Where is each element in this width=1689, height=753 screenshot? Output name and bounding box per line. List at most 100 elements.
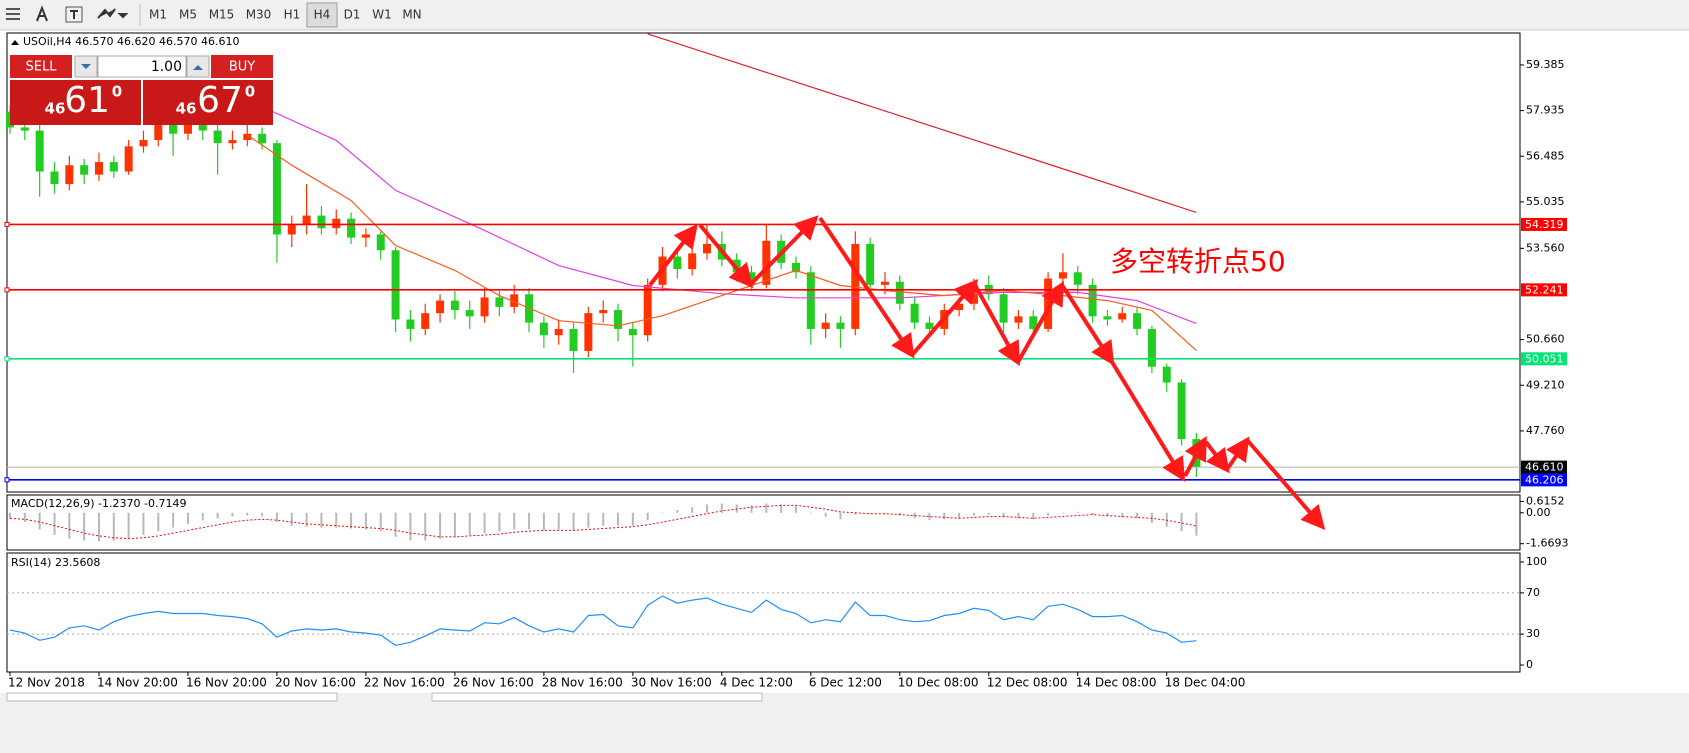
chart-tab[interactable] [6,692,338,702]
macd-bar [379,512,382,532]
macd-bar [246,512,249,516]
macd-bar [424,512,427,541]
y-tick-label: 49.210 [1526,378,1565,391]
timeframe-active[interactable] [306,2,338,28]
level-label: 46.610 [1525,461,1564,474]
macd-bar [1195,512,1198,536]
timeframe-button[interactable]: M1 [149,8,167,22]
macd-bar [409,512,412,541]
bid-box[interactable] [10,80,141,125]
ask-pips: 67 [197,80,243,121]
macd-bar [142,512,145,535]
level-label: 46.206 [1525,473,1564,486]
arrow [1183,435,1207,477]
toolbar [0,0,1689,30]
icon[interactable] [6,8,20,10]
ask-box[interactable] [143,80,273,125]
bid-fraction: 0 [112,83,122,101]
level-handle[interactable] [4,356,10,362]
timeframe-button[interactable]: M5 [179,8,197,22]
candle-body [406,319,415,329]
candle-body [302,215,311,226]
candle-body [1177,382,1186,440]
candle-body [791,262,800,273]
collapse-icon[interactable] [11,40,19,45]
level-handle[interactable] [4,287,10,293]
text-tool[interactable] [36,5,48,22]
level-handle[interactable] [4,221,10,227]
y-tick-label: 59.385 [1526,58,1565,71]
candle-body [539,322,548,336]
bid-pips: 61 [64,80,110,121]
label-tool-glyph[interactable] [70,10,78,19]
macd-bar [439,512,442,539]
moving-average [647,33,1197,213]
label-tool[interactable] [65,6,83,23]
lot-input[interactable] [97,55,187,78]
macd-bar [9,512,11,519]
arrow [1060,283,1115,366]
timeframe-button[interactable]: M30 [246,8,272,22]
macd-bar [498,512,501,532]
x-tick-label: 14 Nov 20:00 [97,676,178,690]
arrow [1226,436,1250,470]
sell-label[interactable]: SELL [26,60,58,75]
macd-bar [794,506,797,513]
toolbar-icons[interactable] [6,4,141,26]
candle-body [851,243,860,329]
macd-bar [112,512,115,541]
arrow [748,215,819,287]
timeframes: M1 M5 M15 M30 H1 H4 D1 W1 MN [149,2,422,28]
chart-tab[interactable] [431,692,763,702]
sell-button[interactable] [10,55,72,78]
buy-label[interactable]: BUY [229,60,255,75]
level-handle[interactable] [4,477,10,483]
icon[interactable] [6,13,20,15]
macd-bar [987,512,990,515]
arrow [648,223,698,287]
icon[interactable] [6,18,20,20]
timeframe-button[interactable]: M15 [209,8,235,22]
macd-bar [913,512,916,519]
level-label-bg [1521,473,1567,487]
bid-big: 46 [45,100,66,118]
macd-bar [809,512,812,514]
shapes-tool[interactable] [97,8,129,19]
timeframe-button[interactable]: H1 [284,8,301,22]
candle-body [465,310,474,317]
macd-panel [6,494,1521,551]
candle-body [480,297,489,317]
x-tick-label: 12 Dec 08:00 [987,676,1068,690]
candle-body [50,171,59,185]
x-tick-label: 30 Nov 16:00 [631,676,712,690]
macd-bar [320,512,323,528]
rsi-line [9,595,1197,647]
lot-down-icon [81,64,91,69]
candle-body [599,310,608,314]
candle-body [895,281,904,304]
timeframe-button[interactable]: MN [402,8,421,22]
y-tick-label: 100 [1526,555,1547,568]
plot-layer: 59.385 57.935 56.485 55.035 53.560 50.660 49.2… [4,33,1568,690]
macd-bar [1091,512,1094,515]
macd-bar [661,512,664,514]
timeframe-button[interactable]: D1 [344,8,361,22]
candle-body [1147,328,1156,367]
timeframe-button[interactable]: W1 [372,8,392,22]
macd-bar [1106,512,1109,517]
buy-button[interactable] [211,55,273,78]
macd-title: MACD(12,26,9) -1.2370 -0.7149 [11,497,186,510]
macd-bar [201,512,204,521]
timeframe-button[interactable]: H4 [314,8,331,22]
ask-big: 46 [176,100,197,118]
candle-body [614,310,623,329]
macd-bar [453,512,456,537]
macd-bar [780,504,783,513]
macd-bar [869,512,872,514]
x-tick-label: 14 Dec 08:00 [1076,676,1157,690]
x-tick-label: 16 Nov 20:00 [186,676,267,690]
candle-body [1029,316,1038,329]
macd-bar [1032,512,1035,520]
macd-bar [646,512,649,521]
